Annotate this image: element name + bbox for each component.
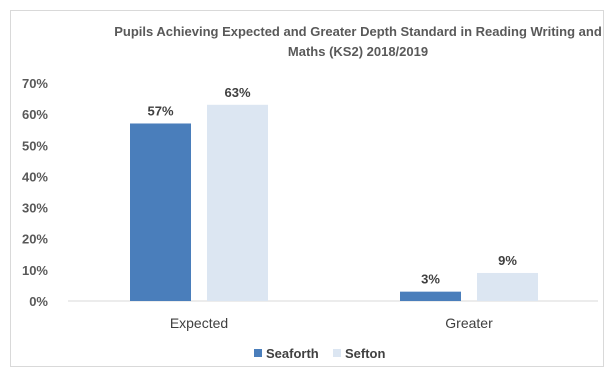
category-label: Greater: [445, 315, 493, 331]
y-tick-label: 10%: [22, 263, 48, 278]
bar-sefton-expected: [207, 104, 268, 301]
chart-frame: [10, 10, 604, 367]
legend-label: Sefton: [345, 346, 386, 361]
data-label: 57%: [147, 103, 173, 118]
chart-title: Pupils Achieving Expected and Greater De…: [114, 24, 602, 59]
data-label: 63%: [224, 85, 250, 100]
data-label: 9%: [498, 253, 517, 268]
bar-seaforth-greater: [400, 291, 461, 301]
y-tick-label: 70%: [22, 76, 48, 91]
y-tick-label: 0%: [29, 294, 48, 309]
category-label: Expected: [170, 315, 228, 331]
legend-label: Seaforth: [266, 346, 319, 361]
data-label: 3%: [421, 272, 440, 287]
legend-swatch: [333, 349, 341, 357]
y-tick-label: 60%: [22, 107, 48, 122]
y-tick-label: 30%: [22, 201, 48, 216]
bar-seaforth-expected: [130, 123, 191, 301]
y-tick-label: 40%: [22, 169, 48, 184]
bar-sefton-greater: [477, 272, 538, 301]
y-tick-label: 20%: [22, 232, 48, 247]
y-tick-label: 50%: [22, 138, 48, 153]
legend-swatch: [254, 349, 262, 357]
